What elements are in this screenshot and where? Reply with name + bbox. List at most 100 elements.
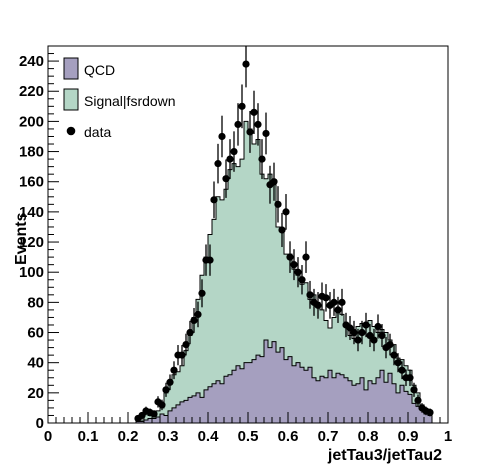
signal-bar: [312, 294, 316, 423]
data-point: [182, 340, 190, 349]
y-tick-label: 220: [19, 83, 44, 100]
legend-label-signal: Signal|fsrdown: [84, 93, 176, 109]
qcd-bar: [356, 383, 360, 423]
x-axis: 0 0.1 0.2 0.3 0.4 0.5 0.6 0.7 0.8 0.9 1: [44, 412, 452, 445]
signal-bar: [224, 189, 228, 423]
data-point: [282, 208, 290, 216]
signal-bar: [352, 338, 356, 423]
signal-bar: [272, 184, 276, 423]
qcd-bar: [220, 383, 224, 423]
data-point: [306, 291, 314, 299]
signal-bar: [180, 365, 184, 423]
data-point: [378, 331, 386, 340]
qcd-bar: [164, 415, 168, 423]
data-point: [386, 340, 394, 349]
data-point: [178, 351, 186, 359]
signal-bar: [340, 314, 344, 423]
signal-bar: [360, 323, 364, 423]
signal-bar: [324, 320, 328, 423]
signal-bar: [252, 144, 256, 423]
data-point: [290, 261, 298, 269]
data-point: [166, 378, 174, 386]
y-tick-label: 60: [27, 325, 44, 342]
qcd-bar: [324, 377, 328, 423]
signal-bar: [280, 229, 284, 423]
data-point: [194, 310, 202, 319]
qcd-bar: [336, 373, 340, 423]
data-point: [274, 200, 282, 208]
qcd-bar: [184, 400, 188, 423]
signal-bar: [236, 166, 240, 423]
qcd-bar: [340, 374, 344, 423]
qcd-bar: [348, 380, 352, 423]
data-point: [162, 386, 170, 394]
data-point: [186, 328, 194, 337]
legend-swatch-signal: [63, 88, 79, 111]
x-tick-label: 0: [44, 428, 52, 445]
qcd-bar: [408, 394, 412, 423]
qcd-bar: [176, 404, 180, 423]
data-point: [158, 401, 166, 409]
signal-bar: [208, 234, 212, 423]
y-tick-label: 160: [19, 174, 44, 191]
signal-bar: [284, 254, 288, 423]
signal-bar: [200, 275, 204, 423]
qcd-histogram: [135, 339, 433, 423]
x-tick-label: 0.8: [358, 428, 379, 445]
data-point: [410, 386, 418, 394]
qcd-bar: [300, 367, 304, 423]
data-point: [362, 321, 370, 329]
y-tick-label: 180: [19, 144, 44, 161]
signal-bar: [228, 169, 232, 423]
data-point: [234, 120, 242, 129]
signal-bar: [240, 159, 244, 423]
qcd-bar: [224, 376, 228, 423]
qcd-bar: [328, 370, 332, 423]
data-point: [294, 268, 302, 276]
qcd-bar: [332, 377, 336, 423]
qcd-bar: [304, 370, 308, 423]
qcd-bar: [420, 407, 424, 423]
signal-bar: [308, 299, 312, 423]
y-tick-label: 80: [27, 294, 44, 311]
data-point: [170, 366, 178, 374]
qcd-bar: [252, 359, 256, 423]
data-point: [226, 155, 234, 163]
signal-bar: [216, 196, 220, 423]
qcd-bar: [372, 383, 376, 423]
signal-bar: [264, 178, 268, 423]
signal-bar: [256, 139, 260, 423]
qcd-bar: [288, 356, 292, 423]
signal-bar: [188, 335, 192, 423]
signal-bar: [344, 323, 348, 423]
qcd-bar: [180, 401, 184, 423]
qcd-bar: [352, 385, 356, 423]
data-point: [354, 336, 362, 344]
x-tick-label: 0.5: [238, 428, 259, 445]
y-axis: 0 20 40 60 80 100 120 140 160 180 200 220 240: [19, 45, 59, 432]
qcd-bar: [188, 397, 192, 423]
qcd-bar: [316, 380, 320, 423]
qcd-bar: [168, 410, 172, 423]
x-tick-label: 0.9: [398, 428, 419, 445]
qcd-bar: [244, 362, 248, 423]
x-tick-label: 0.1: [78, 428, 99, 445]
data-point: [190, 316, 198, 325]
qcd-bar: [264, 340, 268, 423]
data-point: [302, 253, 310, 261]
qcd-bar: [208, 386, 212, 423]
qcd-bar: [216, 380, 220, 423]
signal-bar: [320, 309, 324, 423]
data-point: [370, 336, 378, 344]
qcd-bar: [204, 389, 208, 423]
signal-bar: [184, 350, 188, 423]
y-tick-label: 200: [19, 113, 44, 130]
x-tick-label: 0.3: [158, 428, 179, 445]
qcd-bar: [192, 395, 196, 423]
data-point: [238, 102, 246, 110]
signal-bar: [384, 332, 388, 423]
signal-bar: [144, 413, 148, 423]
signal-bar: [372, 326, 376, 423]
signal-bar: [292, 269, 296, 423]
